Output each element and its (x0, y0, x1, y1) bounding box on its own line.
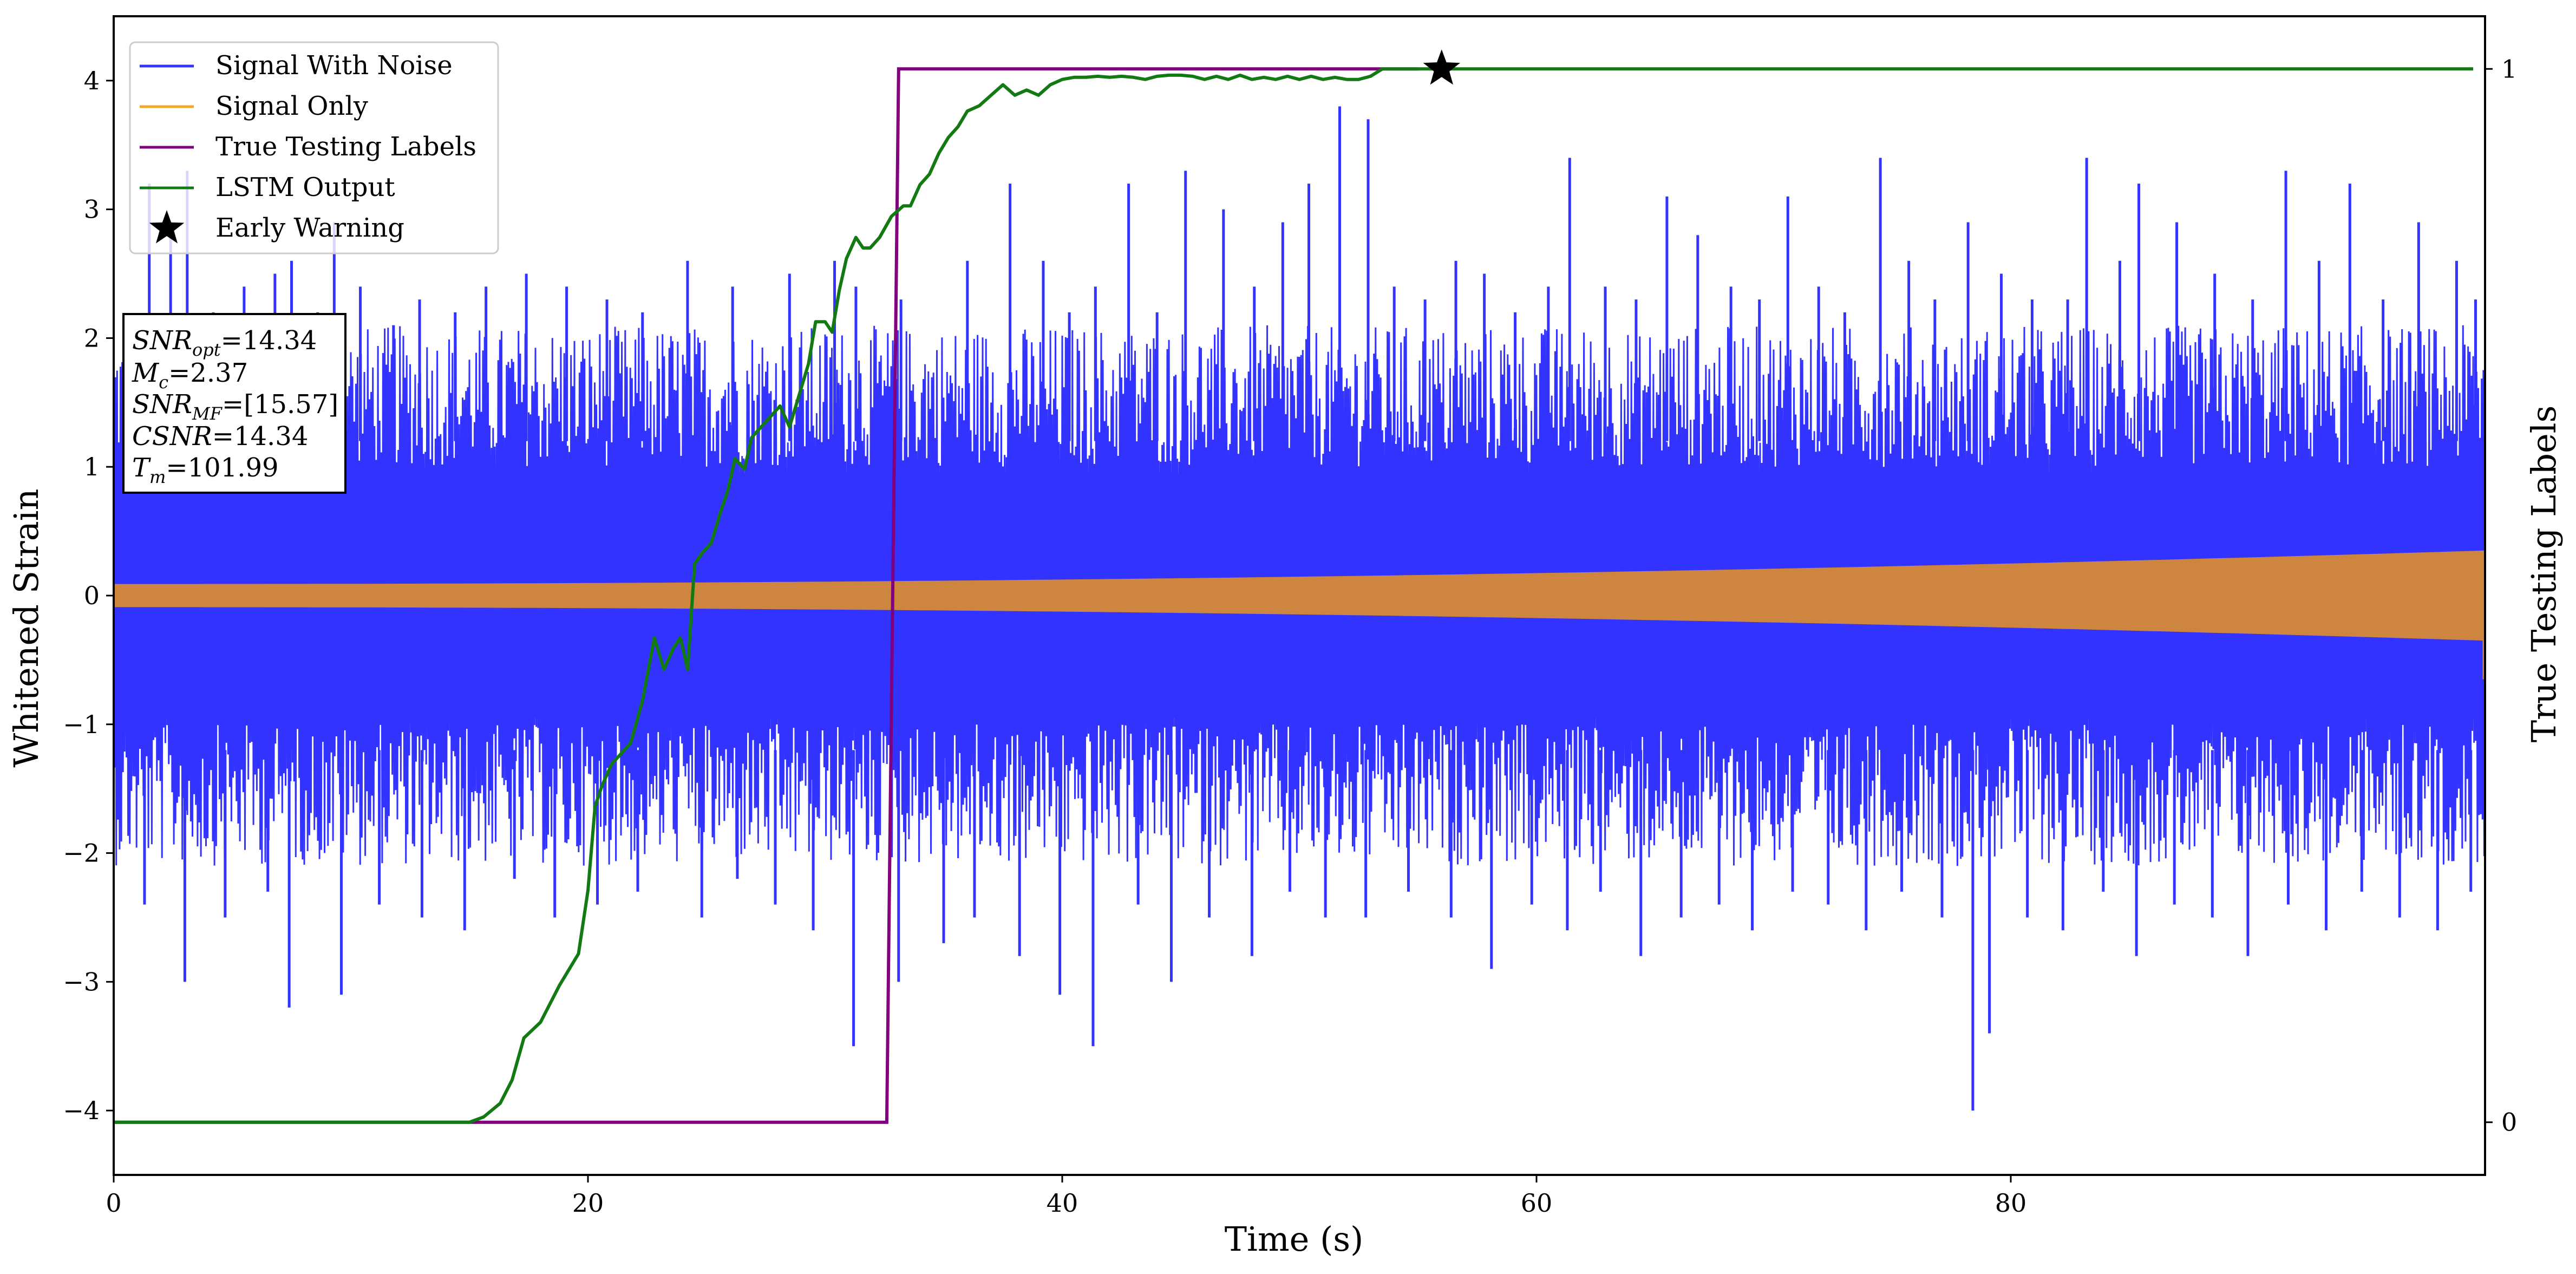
y-tick-label: 0 (84, 581, 100, 610)
x-tick-label: 0 (106, 1188, 121, 1218)
early-warning-star (1423, 49, 1460, 85)
lstm-output-line (114, 67, 2474, 1124)
legend-label-signal-with-noise: Signal With Noise (215, 50, 453, 81)
x-tick-label: 80 (1995, 1188, 2027, 1218)
y-tick-label: −4 (63, 1096, 100, 1125)
annotation-box: SNRopt=14.34 Mc=2.37 SNRMF=[15.57] CSNR=… (122, 313, 346, 494)
y-axis-label: Whitened Strain (6, 489, 46, 768)
x-tick-label: 40 (1047, 1188, 1078, 1218)
legend-label-lstm-output: LSTM Output (215, 172, 395, 202)
signal-only-envelope (114, 550, 2485, 641)
legend-swatch-early-warning-star (149, 210, 185, 244)
legend-label-signal-only: Signal Only (215, 91, 368, 121)
legend: Signal With Noise Signal Only True Testi… (129, 41, 499, 254)
y-right-tick-label: 0 (2501, 1108, 2517, 1137)
legend-label-true-testing-labels: True Testing Labels (215, 132, 476, 162)
y-axis-right-label: True Testing Labels (2524, 406, 2564, 743)
annotation-frame (122, 313, 346, 494)
annotation-snr-opt: SNRopt=14.34 (132, 325, 317, 360)
y-tick-label: −1 (63, 710, 100, 739)
y-tick-label: 1 (84, 452, 100, 481)
y-tick-label: −2 (63, 839, 100, 868)
y-tick-label: 3 (84, 195, 100, 224)
y-tick-label: −3 (63, 967, 100, 996)
annotation-csnr: CSNR=14.34 (132, 421, 308, 452)
x-tick-label: 20 (572, 1188, 604, 1218)
annotation-chirp-mass: Mc=2.37 (132, 358, 248, 393)
x-axis-label: Time (s) (1225, 1219, 1364, 1259)
annotation-snr-mf: SNRMF=[15.57] (132, 389, 338, 424)
legend-label-early-warning: Early Warning (215, 213, 404, 243)
x-tick-label: 60 (1521, 1188, 1553, 1218)
true-testing-labels-line (114, 67, 1418, 1124)
annotation-tm: Tm=101.99 (132, 453, 279, 487)
y-right-tick-label: 1 (2501, 54, 2517, 83)
legend-box (129, 41, 499, 254)
y-tick-label: 4 (84, 66, 100, 95)
y-tick-label: 2 (84, 323, 100, 352)
label-series-layer (114, 49, 2474, 1124)
